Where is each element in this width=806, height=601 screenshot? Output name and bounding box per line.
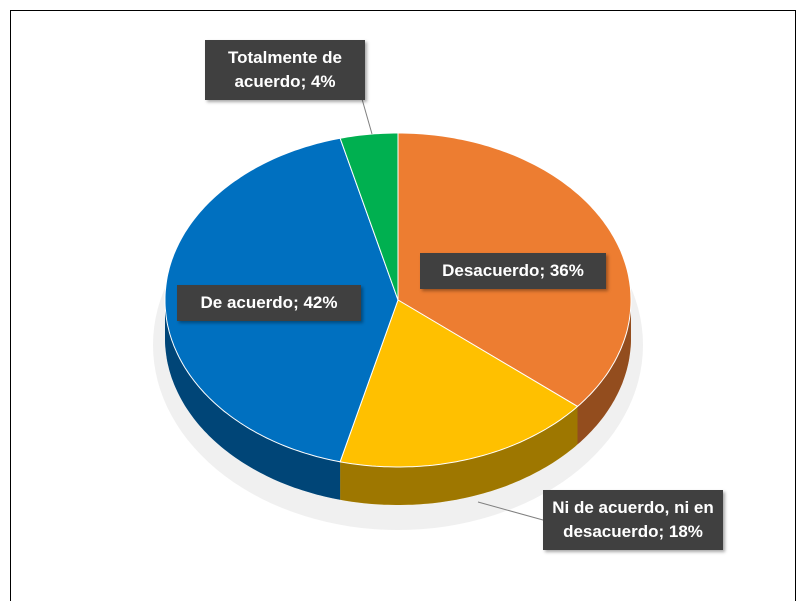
label-value: ; 4% (300, 72, 336, 91)
pie-side-shade (577, 300, 631, 445)
pie-side-shade (340, 406, 578, 505)
label-category: Desacuerdo (442, 261, 540, 280)
pie-side (577, 300, 631, 445)
label-value: ; 36% (539, 261, 584, 280)
pie-sides (165, 300, 631, 505)
chart-frame (10, 10, 796, 601)
data-label: Desacuerdo; 36% (420, 253, 606, 289)
pie-slice (339, 132, 399, 301)
pie-slice (339, 299, 579, 468)
leader-line (477, 501, 544, 521)
label-category: Ni de acuerdo, ni en desacuerdo (552, 498, 714, 541)
pie-side (165, 300, 341, 500)
label-value: ; 42% (293, 293, 338, 312)
leader-line (361, 98, 373, 135)
data-label: De acuerdo; 42% (177, 285, 361, 321)
label-category: De acuerdo (200, 293, 294, 312)
pie-side (340, 406, 578, 505)
pie-side-shade (165, 300, 341, 500)
label-value: ; 18% (658, 522, 703, 541)
label-category: Totalmente de acuerdo (228, 48, 342, 91)
data-label: Ni de acuerdo, ni en desacuerdo; 18% (543, 490, 723, 550)
data-label: Totalmente de acuerdo; 4% (205, 40, 365, 100)
